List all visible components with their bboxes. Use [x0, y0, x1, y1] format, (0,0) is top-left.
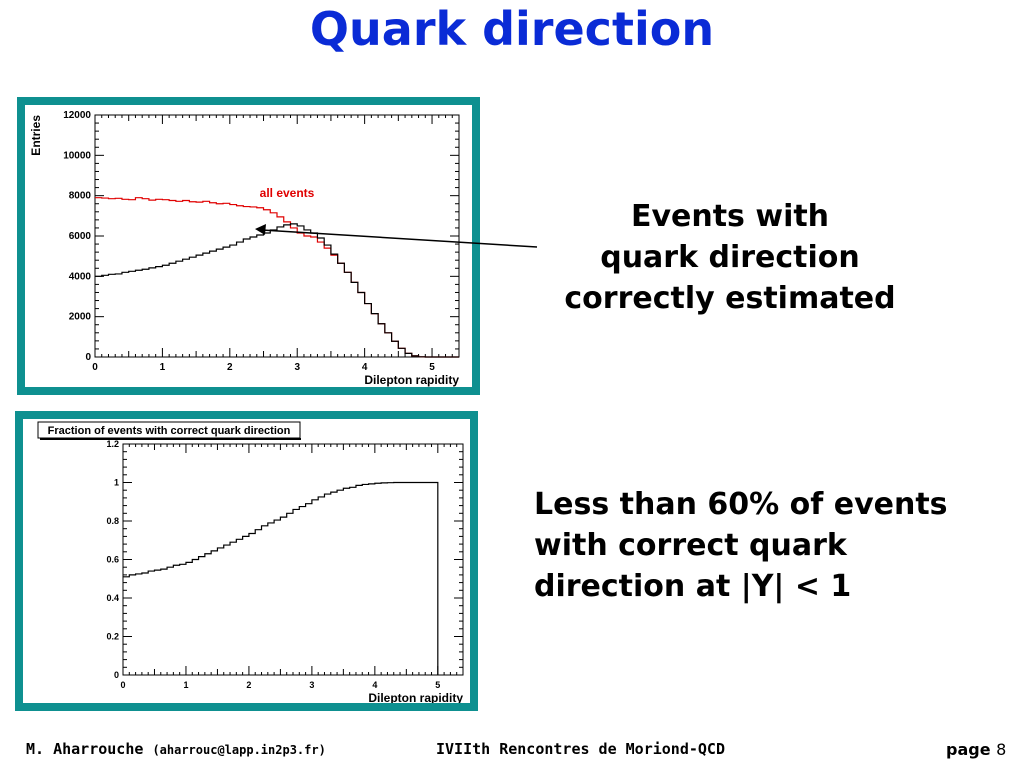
x-tick-label: 0 [92, 362, 98, 373]
bottom-chart-frame: Fraction of events with correct quark di… [15, 411, 478, 711]
series-line-1 [95, 223, 459, 358]
y-tick-label: 12000 [63, 110, 91, 121]
bottom-chart-canvas: Fraction of events with correct quark di… [23, 419, 470, 705]
x-tick-label: 4 [362, 362, 368, 373]
x-tick-label: 3 [294, 362, 300, 373]
x-tick-label: 5 [429, 362, 435, 373]
y-tick-label: 2000 [69, 312, 92, 323]
y-axis-label: Entries [29, 115, 43, 156]
x-axis-label: Dilepton rapidity [364, 373, 459, 387]
events-correct-line-1: Events with [630, 199, 830, 234]
y-tick-label: 8000 [69, 191, 92, 202]
fraction-statement-line-1: Less than 60% of events [534, 487, 948, 522]
y-tick-label: 1.2 [106, 439, 119, 449]
y-tick-label: 6000 [69, 231, 92, 242]
x-tick-label: 0 [120, 680, 125, 690]
plot-frame [122, 443, 464, 676]
footer-page-label: page [946, 740, 991, 759]
footer-conference: IVIIth Rencontres de Moriond-QCD [436, 740, 725, 758]
footer-page-number: 8 [996, 740, 1007, 759]
y-tick-label: 4000 [69, 271, 92, 282]
events-correct-line-2: quark direction [600, 240, 860, 275]
x-tick-label: 1 [183, 680, 188, 690]
rapidity-histogram: 0 1 2 3 4 5 0 2000 4000 6000 8000 10000 12000 Dilepto… [29, 110, 460, 387]
slide-title: Quark direction [309, 2, 715, 56]
top-chart-frame: 0 1 2 3 4 5 0 2000 4000 6000 8000 10000 12000 Dilepto… [17, 97, 480, 395]
chart-title: Fraction of events with correct quark di… [48, 425, 291, 437]
x-tick-label: 5 [435, 680, 440, 690]
x-tick-label: 4 [372, 680, 377, 690]
y-tick-label: 0.2 [106, 632, 119, 642]
top-chart-canvas: 0 1 2 3 4 5 0 2000 4000 6000 8000 10000 12000 Dilepto… [25, 105, 472, 387]
y-tick-label: 0 [85, 352, 91, 363]
x-axis-label: Dilepton rapidity [368, 691, 463, 703]
fraction-plot: Fraction of events with correct quark di… [37, 421, 464, 705]
y-tick-label: 1 [114, 478, 119, 488]
events-correct-line-3: correctly estimated [564, 281, 896, 316]
x-tick-label: 2 [227, 362, 233, 373]
events-correct-text: Events with quark direction correctly es… [520, 196, 940, 319]
y-tick-label: 0.4 [106, 593, 119, 603]
series-line-0 [123, 481, 439, 675]
fraction-statement-text: Less than 60% of events with correct qua… [534, 484, 1014, 607]
footer-author-name: M. Aharrouche [26, 740, 144, 758]
y-tick-label: 0 [114, 670, 119, 680]
y-tick-label: 10000 [63, 150, 91, 161]
footer-page: page 8 [946, 740, 1006, 759]
x-tick-label: 3 [309, 680, 314, 690]
footer-email: (aharrouc@lapp.in2p3.fr) [152, 743, 326, 757]
footer-author: M. Aharrouche (aharrouc@lapp.in2p3.fr) [26, 740, 326, 758]
x-tick-label: 1 [160, 362, 166, 373]
fraction-statement-line-2: with correct quark [534, 528, 847, 563]
fraction-statement-line-3: direction at |Y| < 1 [534, 569, 852, 604]
plot-frame [94, 114, 460, 358]
series-line-0 [95, 197, 459, 358]
x-tick-label: 2 [246, 680, 251, 690]
y-tick-label: 0.6 [106, 555, 119, 565]
all-events-label: all events [260, 186, 315, 200]
y-tick-label: 0.8 [106, 516, 119, 526]
